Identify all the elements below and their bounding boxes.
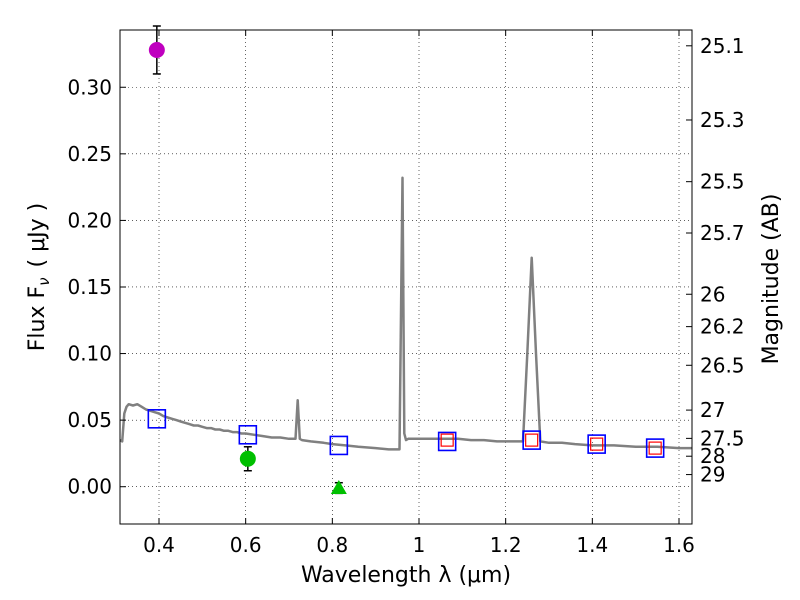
magnitude-axis-label: Magnitude (AB) xyxy=(759,194,784,365)
model-photometry-square xyxy=(147,409,167,429)
y-axis-label-subscript: ν xyxy=(35,277,53,285)
magnitude-tick-label: 27.5 xyxy=(700,426,745,450)
y-tick-label: 0.00 xyxy=(67,475,112,499)
x-tick-label: 0.6 xyxy=(230,533,262,557)
observed-flux-point xyxy=(239,450,256,467)
magnitude-tick-label: 25.3 xyxy=(700,108,745,132)
model-spectrum-line xyxy=(119,176,692,451)
y-axis-label-main: Flux F xyxy=(25,286,50,351)
observed-photometry-square xyxy=(525,433,539,447)
y-tick-label: 0.30 xyxy=(67,75,112,99)
magnitude-tick-label: 27 xyxy=(700,398,725,422)
observed-photometry-square xyxy=(440,433,454,447)
magnitude-tick-label: 25.5 xyxy=(700,170,745,194)
magnitude-tick-label: 28 xyxy=(700,444,725,468)
x-axis-label: Wavelength λ (μm) xyxy=(301,563,511,588)
x-tick-label: 0.4 xyxy=(143,533,175,557)
magnitude-tick-label: 26.2 xyxy=(700,315,745,339)
markers-layer xyxy=(147,25,665,495)
x-tick-label: 1.2 xyxy=(490,533,522,557)
magnitude-tick-label: 25.7 xyxy=(700,221,745,245)
y-axis-label: Flux Fν ( μJy ) xyxy=(25,203,53,351)
y-tick-label: 0.25 xyxy=(67,142,112,166)
observed-flux-triangle xyxy=(330,480,347,495)
spectrum-layer xyxy=(119,176,692,451)
model-photometry-square xyxy=(645,438,665,458)
model-photometry-square xyxy=(522,430,541,450)
y-axis-ticks: 0.00 0.05 0.10 0.15 0.20 0.25 0.30 xyxy=(67,75,126,499)
x-tick-label: 1 xyxy=(413,533,426,557)
grid-lines xyxy=(120,30,692,524)
y-tick-label: 0.15 xyxy=(67,275,112,299)
magnitude-tick-label: 26.5 xyxy=(700,353,745,377)
magnitude-tick-label: 25.1 xyxy=(700,34,745,58)
x-axis-ticks: 0.4 0.6 0.8 1 1.2 1.4 1.6 xyxy=(143,30,695,557)
model-photometry-square xyxy=(587,434,606,454)
model-photometry-square xyxy=(329,435,349,456)
observed-photometry-square xyxy=(590,437,604,451)
x-tick-label: 0.8 xyxy=(316,533,348,557)
plot-frame xyxy=(119,29,693,525)
observed-flux-point xyxy=(148,41,165,58)
magnitude-tick-label: 29 xyxy=(700,463,725,487)
y-tick-label: 0.05 xyxy=(67,408,112,432)
x-tick-label: 1.6 xyxy=(663,533,695,557)
x-tick-label: 1.4 xyxy=(576,533,608,557)
observed-photometry-square xyxy=(648,441,662,455)
model-photometry-square xyxy=(238,424,258,445)
y-tick-label: 0.10 xyxy=(67,342,112,366)
model-photometry-square xyxy=(437,431,457,452)
magnitude-tick-label: 26 xyxy=(700,282,725,306)
y-tick-label: 0.20 xyxy=(67,208,112,232)
y-axis-label-unit: ( μJy ) xyxy=(25,203,50,268)
